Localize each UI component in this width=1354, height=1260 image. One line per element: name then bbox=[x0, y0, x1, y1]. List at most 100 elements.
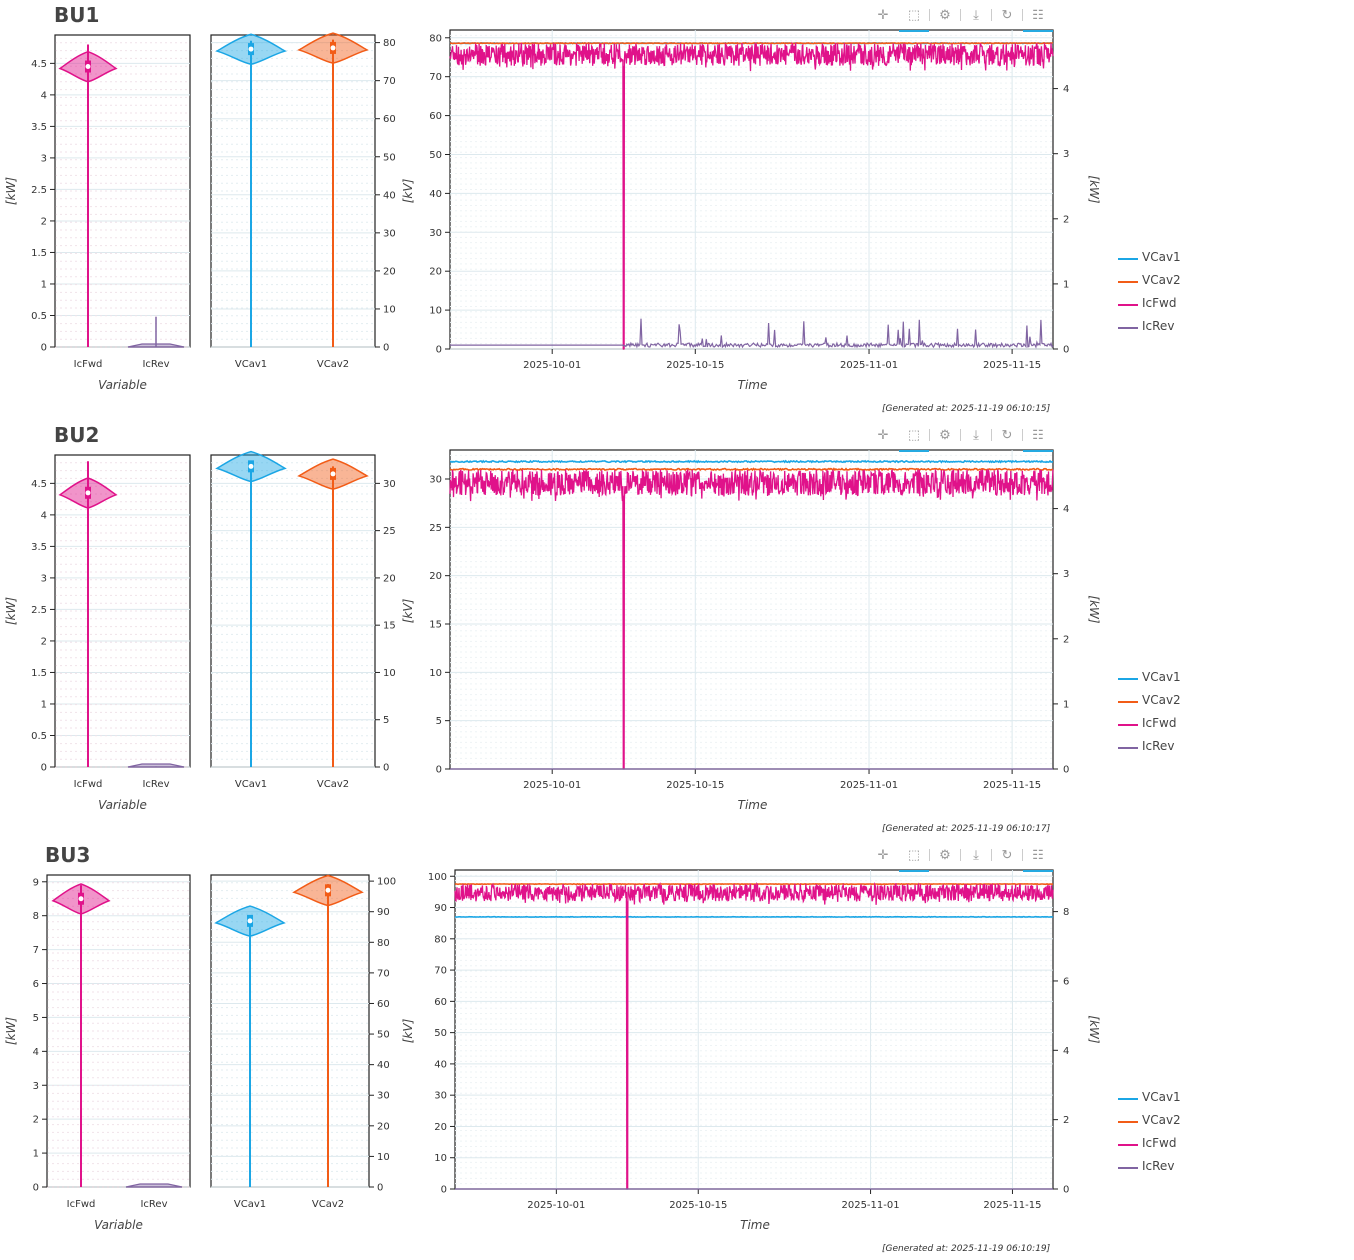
toolbar-separator bbox=[991, 9, 992, 21]
violin-icfwd[interactable] bbox=[58, 461, 118, 767]
y-tick-label-left: 20 bbox=[429, 571, 442, 582]
violin-median-dot bbox=[325, 887, 331, 893]
series-icfwd[interactable] bbox=[449, 41, 1054, 350]
series-icrev[interactable] bbox=[450, 318, 1054, 349]
legend-item-vcav1[interactable]: VCav1 bbox=[1112, 1088, 1232, 1111]
legend-swatch bbox=[1118, 258, 1138, 260]
y-tick-label-left: 25 bbox=[429, 523, 442, 534]
violin-icrev[interactable] bbox=[127, 763, 185, 768]
violin-right-plot[interactable]: 0 10 20 30 40 50 60 70 80 90 100 VCav1 VCav2 [kV] bbox=[210, 874, 415, 1210]
series-vcav2[interactable] bbox=[454, 882, 1054, 886]
violin-vcav1[interactable] bbox=[215, 33, 287, 347]
reset-icon[interactable]: ↻ bbox=[1001, 427, 1013, 442]
x-tick-label: 2025-10-01 bbox=[523, 780, 581, 791]
y-tick-label: 0 bbox=[33, 1183, 39, 1194]
y-tick-label-left: 80 bbox=[429, 33, 442, 44]
reset-icon[interactable]: ↻ bbox=[1001, 847, 1013, 862]
y-tick-label: 50 bbox=[377, 1030, 390, 1041]
series-icfwd[interactable] bbox=[454, 881, 1054, 1190]
violin-left-plot[interactable]: 0 0.5 1 1.5 2 2.5 3 3.5 4 4.5 IcFwd IcRev [kW] Variab… bbox=[4, 454, 191, 812]
y-tick-label: 30 bbox=[383, 228, 396, 239]
series-icfwd[interactable] bbox=[449, 468, 1054, 770]
y-tick-label-left: 0 bbox=[441, 1185, 447, 1196]
violin-icfwd[interactable] bbox=[51, 883, 111, 1187]
y-tick-label-left: 60 bbox=[434, 997, 447, 1008]
violin-body bbox=[127, 763, 185, 768]
hover-icon[interactable]: ☷ bbox=[1023, 844, 1053, 872]
legend-item-icrev[interactable]: IcRev bbox=[1112, 317, 1232, 340]
series-line bbox=[449, 41, 1054, 350]
violin-right-plot[interactable]: 0 5 10 15 20 25 30 VCav1 VCav2 [kV] bbox=[210, 450, 415, 790]
legend-label: IcRev bbox=[1142, 739, 1175, 753]
y-tick-label: 2 bbox=[41, 636, 47, 647]
series-vcav1[interactable] bbox=[450, 459, 1053, 464]
legend-item-vcav2[interactable]: VCav2 bbox=[1112, 691, 1232, 714]
violin-left-plot[interactable]: 0 1 2 3 4 5 6 7 8 9 IcFwd IcRev [kW] Variable bbox=[4, 874, 191, 1232]
save-icon[interactable]: ⤓ bbox=[973, 427, 979, 442]
y-tick-label-right: 8 bbox=[1063, 907, 1069, 918]
y-tick-label-left: 20 bbox=[434, 1122, 447, 1133]
y-tick-label: 60 bbox=[383, 114, 396, 125]
violin-vcav2[interactable] bbox=[292, 874, 364, 1187]
violin-left-plot[interactable]: 0 0.5 1 1.5 2 2.5 3 3.5 4 4.5 IcFwd IcRev [kW] Variab… bbox=[4, 34, 191, 392]
y-axis-label-right: [kW] bbox=[1087, 1015, 1101, 1043]
violin-icrev[interactable] bbox=[125, 1183, 183, 1188]
violin-icrev[interactable] bbox=[127, 316, 185, 348]
box-zoom-icon[interactable]: ⬚ bbox=[899, 424, 929, 452]
legend-item-vcav1[interactable]: VCav1 bbox=[1112, 248, 1232, 271]
y-tick-label-right: 2 bbox=[1063, 1115, 1069, 1126]
wheel-zoom-icon[interactable]: ⚙ bbox=[939, 7, 951, 22]
legend-item-icfwd[interactable]: IcFwd bbox=[1112, 294, 1232, 317]
y-axis-label: [kV] bbox=[401, 178, 415, 203]
violin-icfwd[interactable] bbox=[58, 44, 118, 347]
series-line bbox=[450, 318, 1054, 349]
violin-vcav2[interactable] bbox=[297, 32, 369, 347]
x-category-label: VCav1 bbox=[235, 359, 267, 370]
y-tick-label: 1.5 bbox=[31, 668, 47, 679]
pan-icon[interactable]: ✛ bbox=[877, 427, 889, 442]
timeseries-plot[interactable]: 0 5 10 15 20 25 30 0 1 2 3 4 2025-10-01 2025-10-15 202… bbox=[429, 449, 1101, 812]
hover-icon[interactable]: ☷ bbox=[1023, 4, 1053, 32]
violin-vcav1[interactable] bbox=[215, 450, 287, 767]
timeseries-plot[interactable]: 0 10 20 30 40 50 60 70 80 90 100 0 2 4 6 8 2025-10-01 202… bbox=[428, 869, 1101, 1232]
y-tick-label: 15 bbox=[383, 621, 396, 632]
series-vcav2[interactable] bbox=[449, 467, 1054, 472]
legend-item-vcav1[interactable]: VCav1 bbox=[1112, 668, 1232, 691]
legend-swatch bbox=[1118, 1098, 1138, 1100]
y-tick-label: 10 bbox=[383, 304, 396, 315]
legend-item-vcav2[interactable]: VCav2 bbox=[1112, 1111, 1232, 1134]
wheel-zoom-icon[interactable]: ⚙ bbox=[939, 427, 951, 442]
reset-icon[interactable]: ↻ bbox=[1001, 7, 1013, 22]
pan-icon[interactable]: ✛ bbox=[877, 847, 889, 862]
box-zoom-icon[interactable]: ⬚ bbox=[899, 844, 929, 872]
box-zoom-icon[interactable]: ⬚ bbox=[899, 4, 929, 32]
y-tick-label-left: 50 bbox=[434, 1028, 447, 1039]
violin-vcav2[interactable] bbox=[297, 458, 369, 767]
legend-item-icfwd[interactable]: IcFwd bbox=[1112, 714, 1232, 737]
series-vcav2[interactable] bbox=[449, 42, 1053, 45]
hover-icon[interactable]: ☷ bbox=[1023, 424, 1053, 452]
save-icon[interactable]: ⤓ bbox=[973, 847, 979, 862]
legend-item-icrev[interactable]: IcRev bbox=[1112, 1157, 1232, 1180]
violin-right-plot[interactable]: 0 10 20 30 40 50 60 70 80 VCav1 VCav2 [kV] bbox=[210, 32, 415, 370]
x-tick-label: 2025-10-01 bbox=[523, 360, 581, 371]
save-icon[interactable]: ⤓ bbox=[973, 7, 979, 22]
wheel-zoom-icon[interactable]: ⚙ bbox=[939, 847, 951, 862]
legend: VCav1 VCav2 IcFwd IcRev bbox=[1112, 1088, 1232, 1180]
legend-item-icfwd[interactable]: IcFwd bbox=[1112, 1134, 1232, 1157]
legend-item-icrev[interactable]: IcRev bbox=[1112, 737, 1232, 760]
pan-icon[interactable]: ✛ bbox=[877, 7, 889, 22]
y-axis-label-right: [kW] bbox=[1087, 595, 1101, 623]
legend-swatch bbox=[1118, 281, 1138, 283]
y-tick-label: 4.5 bbox=[31, 59, 47, 70]
series-line bbox=[449, 42, 1053, 45]
y-tick-label: 30 bbox=[377, 1091, 390, 1102]
legend-item-vcav2[interactable]: VCav2 bbox=[1112, 271, 1232, 294]
y-tick-label-right: 0 bbox=[1063, 765, 1069, 776]
y-tick-label-right: 0 bbox=[1063, 1185, 1069, 1196]
toolbar-separator bbox=[960, 9, 961, 21]
timeseries-plot[interactable]: 0 10 20 30 40 50 60 70 80 0 1 2 3 4 2025-10-01 2025-10-… bbox=[429, 29, 1101, 392]
violin-vcav1[interactable] bbox=[214, 905, 286, 1187]
y-tick-label: 9 bbox=[33, 877, 39, 888]
